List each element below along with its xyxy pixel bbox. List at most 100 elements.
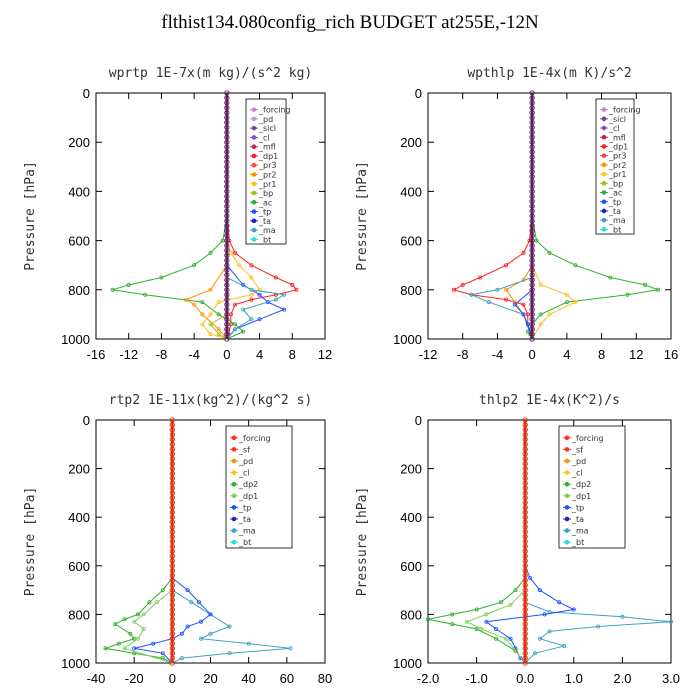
zero-term-marker bbox=[529, 326, 535, 332]
zero-term-marker bbox=[224, 203, 230, 209]
data-point bbox=[141, 612, 146, 617]
zero-term-marker bbox=[529, 228, 535, 234]
data-point bbox=[596, 624, 601, 629]
x-tick-label: 0 bbox=[529, 347, 536, 362]
x-tick-label: 60 bbox=[280, 671, 294, 686]
legend-marker bbox=[251, 218, 257, 224]
data-point bbox=[132, 619, 137, 624]
data-point bbox=[504, 287, 509, 292]
zero-term-marker bbox=[522, 621, 528, 627]
legend-marker bbox=[601, 153, 607, 158]
zero-term-marker bbox=[224, 282, 230, 288]
zero-term-marker bbox=[522, 645, 528, 652]
zero-term-marker bbox=[529, 154, 535, 160]
zero-term-marker bbox=[224, 193, 230, 199]
zero-term-marker bbox=[522, 611, 528, 618]
zero-term-marker bbox=[224, 129, 230, 136]
y-tick-label: 1000 bbox=[393, 656, 422, 671]
zero-term-marker bbox=[169, 461, 175, 467]
zero-term-marker bbox=[224, 247, 230, 254]
zero-term-marker bbox=[224, 105, 230, 111]
data-point bbox=[200, 300, 205, 305]
data-point bbox=[216, 327, 221, 332]
zero-term-marker bbox=[169, 655, 175, 661]
x-tick-label: 80 bbox=[318, 671, 332, 686]
x-tick-label: -8 bbox=[156, 347, 168, 362]
plot-frame-4 bbox=[427, 419, 672, 664]
legend-marker bbox=[601, 116, 607, 122]
data-point bbox=[143, 292, 148, 297]
zero-term-marker bbox=[529, 213, 535, 219]
zero-term-marker bbox=[529, 149, 535, 155]
legend-label: _dp1 bbox=[571, 492, 591, 501]
zero-term-marker bbox=[224, 90, 230, 96]
zero-term-marker bbox=[224, 198, 230, 204]
x-tick-label: 12 bbox=[629, 347, 643, 362]
data-point bbox=[208, 612, 213, 617]
legend-marker bbox=[251, 209, 257, 214]
data-point bbox=[547, 629, 552, 634]
zero-term-marker bbox=[529, 311, 535, 318]
zero-term-marker bbox=[169, 499, 175, 506]
zero-term-marker bbox=[529, 306, 535, 313]
legend-label: _sf bbox=[571, 445, 583, 454]
y-tick-label: 400 bbox=[400, 510, 422, 525]
y-tick-label: 600 bbox=[400, 234, 422, 249]
zero-term-marker bbox=[529, 262, 535, 268]
legend-marker bbox=[231, 447, 237, 452]
zero-term-marker bbox=[529, 144, 535, 150]
zero-term-marker bbox=[169, 621, 175, 627]
zero-term-marker bbox=[522, 558, 528, 564]
zero-term-marker bbox=[224, 119, 230, 126]
legend-marker bbox=[251, 190, 257, 196]
zero-term-marker bbox=[224, 306, 230, 313]
data-point bbox=[216, 312, 221, 317]
plot-frame-2 bbox=[427, 92, 672, 340]
data-point bbox=[478, 275, 483, 280]
y-tick-label: 0 bbox=[415, 86, 422, 101]
zero-term-marker bbox=[224, 218, 230, 224]
legend-label: _pd bbox=[571, 457, 586, 466]
x-tick-label: 20 bbox=[203, 671, 217, 686]
zero-term-marker bbox=[529, 267, 535, 273]
zero-term-marker bbox=[169, 587, 175, 593]
plot-title-2: wpthlp 1E-4x(m K)/s^2 bbox=[467, 66, 631, 81]
legend-marker bbox=[601, 144, 607, 149]
data-point bbox=[513, 648, 518, 653]
data-point bbox=[116, 641, 121, 646]
legend-marker bbox=[564, 458, 570, 464]
zero-term-marker bbox=[529, 90, 535, 96]
series-line-ac bbox=[112, 93, 245, 340]
legend-marker bbox=[251, 125, 257, 131]
zero-term-marker bbox=[224, 124, 230, 131]
zero-term-marker bbox=[529, 134, 535, 140]
data-point bbox=[200, 312, 205, 317]
y-tick-label: 1000 bbox=[61, 332, 90, 347]
data-point bbox=[537, 588, 542, 593]
zero-term-marker bbox=[224, 228, 230, 234]
x-tick-label: -12 bbox=[119, 347, 138, 362]
zero-term-marker bbox=[529, 242, 535, 249]
zero-term-marker bbox=[169, 597, 175, 603]
legend-marker bbox=[251, 237, 257, 242]
legend-label: _ma bbox=[238, 527, 256, 536]
data-point bbox=[643, 282, 648, 287]
legend-label: _forcing bbox=[608, 106, 641, 115]
legend-label: _forcing bbox=[571, 434, 604, 443]
zero-term-marker bbox=[529, 331, 535, 337]
zero-term-marker bbox=[529, 105, 535, 111]
zero-term-marker bbox=[169, 465, 175, 472]
data-point bbox=[183, 297, 188, 302]
data-point bbox=[241, 329, 246, 334]
zero-term-marker bbox=[529, 296, 535, 303]
legend-marker bbox=[601, 162, 607, 168]
legend-label: _pr1 bbox=[608, 170, 626, 179]
data-point bbox=[294, 287, 299, 292]
zero-term-marker bbox=[224, 208, 230, 214]
plot-title-1: wprtp 1E-7x(m kg)/(s^2 kg) bbox=[109, 66, 313, 81]
plot-title-3: rtp2 1E-11x(kg^2)/(kg^2 s) bbox=[109, 393, 313, 408]
y-tick-label: 400 bbox=[68, 510, 90, 525]
legend-label: _ma bbox=[571, 527, 589, 536]
data-point bbox=[513, 588, 518, 593]
zero-term-marker bbox=[224, 311, 230, 318]
